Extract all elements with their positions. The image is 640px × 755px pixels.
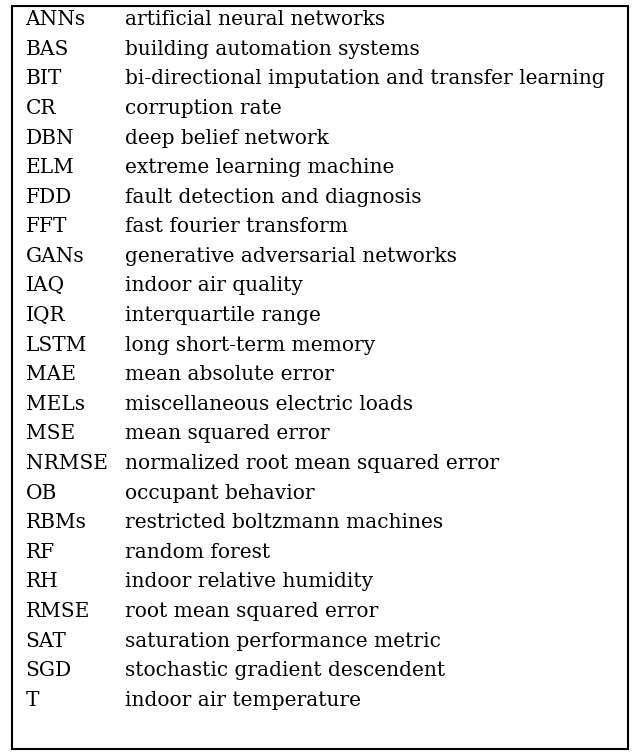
Text: BAS: BAS [26,40,69,59]
Text: indoor air temperature: indoor air temperature [125,691,361,710]
Text: FFT: FFT [26,217,67,236]
Text: IAQ: IAQ [26,276,65,295]
Text: corruption rate: corruption rate [125,99,282,118]
Text: building automation systems: building automation systems [125,40,420,59]
Text: occupant behavior: occupant behavior [125,484,314,503]
Text: deep belief network: deep belief network [125,128,328,147]
Text: RF: RF [26,543,55,562]
Text: interquartile range: interquartile range [125,306,321,325]
Text: fast fourier transform: fast fourier transform [125,217,348,236]
Text: NRMSE: NRMSE [26,454,108,473]
Text: ANNs: ANNs [26,10,86,29]
Text: DBN: DBN [26,128,74,147]
Text: bi-directional imputation and transfer learning: bi-directional imputation and transfer l… [125,69,604,88]
Text: extreme learning machine: extreme learning machine [125,158,394,177]
Text: normalized root mean squared error: normalized root mean squared error [125,454,499,473]
FancyBboxPatch shape [12,6,628,749]
Text: indoor relative humidity: indoor relative humidity [125,572,373,591]
Text: mean squared error: mean squared error [125,424,330,443]
Text: long short-term memory: long short-term memory [125,336,375,355]
Text: SGD: SGD [26,661,72,680]
Text: MELs: MELs [26,395,84,414]
Text: generative adversarial networks: generative adversarial networks [125,247,457,266]
Text: CR: CR [26,99,56,118]
Text: MAE: MAE [26,365,76,384]
Text: saturation performance metric: saturation performance metric [125,632,441,651]
Text: mean absolute error: mean absolute error [125,365,333,384]
Text: T: T [26,691,39,710]
Text: IQR: IQR [26,306,65,325]
Text: MSE: MSE [26,424,75,443]
Text: fault detection and diagnosis: fault detection and diagnosis [125,188,421,207]
Text: FDD: FDD [26,188,72,207]
Text: restricted boltzmann machines: restricted boltzmann machines [125,513,443,532]
Text: RH: RH [26,572,58,591]
Text: SAT: SAT [26,632,67,651]
Text: BIT: BIT [26,69,62,88]
Text: ELM: ELM [26,158,74,177]
Text: root mean squared error: root mean squared error [125,602,378,621]
Text: stochastic gradient descendent: stochastic gradient descendent [125,661,445,680]
Text: indoor air quality: indoor air quality [125,276,303,295]
Text: RMSE: RMSE [26,602,90,621]
Text: OB: OB [26,484,57,503]
Text: artificial neural networks: artificial neural networks [125,10,385,29]
Text: miscellaneous electric loads: miscellaneous electric loads [125,395,413,414]
Text: GANs: GANs [26,247,84,266]
Text: random forest: random forest [125,543,270,562]
Text: RBMs: RBMs [26,513,86,532]
Text: LSTM: LSTM [26,336,87,355]
